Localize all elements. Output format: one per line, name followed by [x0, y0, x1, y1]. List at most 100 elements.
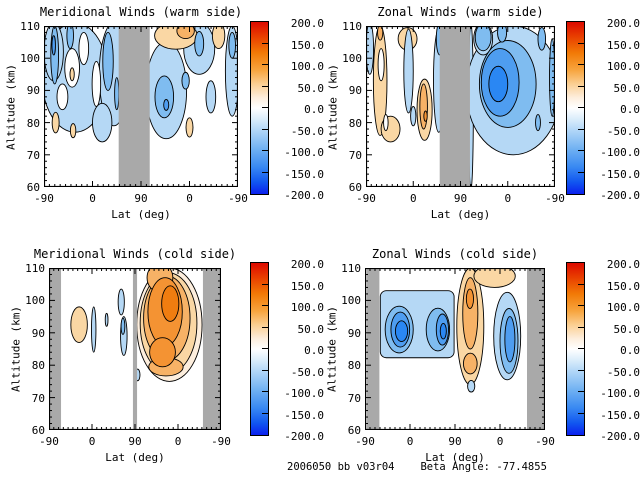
- contour-region: [50, 26, 59, 85]
- contour-region: [104, 312, 109, 327]
- colorbar-tick: [578, 283, 584, 285]
- x-tick-label: 0: [88, 435, 96, 448]
- y-tick-label: 110: [341, 262, 361, 275]
- panel-title-meridional-warm: Meridional Winds (warm side): [39, 5, 243, 19]
- footer-annotation: 2006050 bb v03r04 Beta Angle: -77.4855: [287, 461, 547, 473]
- x-tick-label: 90: [448, 435, 462, 448]
- colorbar-tick: [578, 85, 584, 87]
- colorbar-tick: [578, 64, 584, 65]
- y-tick-label: 110: [25, 262, 45, 275]
- y-tick-label: 100: [25, 294, 45, 308]
- x-axis-label: Lat (deg): [105, 451, 165, 464]
- colorbar-tick: [262, 171, 268, 173]
- contour-region: [394, 320, 409, 342]
- colorbar-label: 50.0: [297, 81, 325, 95]
- y-tick-label: 90: [347, 326, 361, 340]
- colorbar-tick: [262, 391, 268, 392]
- colorbar-tick: [578, 391, 584, 392]
- y-tick-label: 90: [26, 84, 40, 98]
- contour-region: [185, 117, 194, 138]
- contour-region: [439, 322, 447, 340]
- x-tick-label: 0: [496, 435, 504, 448]
- contour-region: [366, 26, 375, 75]
- contour-region: [56, 83, 69, 111]
- contour-region: [91, 306, 97, 353]
- colorbar-label: -150.0: [600, 408, 640, 422]
- y-tick-label: 70: [348, 148, 362, 162]
- colorbar-label: -50.0: [290, 124, 324, 138]
- y-axis-label: Altitude (km): [9, 305, 23, 393]
- colorbar-label: -100.0: [284, 387, 324, 400]
- colorbar-tick: [262, 150, 268, 151]
- colorbar-label: 0.0: [304, 103, 324, 116]
- y-tick-label: 60: [347, 424, 361, 437]
- y-tick-label: 100: [341, 294, 361, 308]
- x-axis-label: Lat (deg): [425, 451, 485, 464]
- contour-plot-meridional-warm: [44, 26, 238, 187]
- x-tick-label: -90: [545, 192, 565, 205]
- colorbar-label: 200.0: [290, 17, 324, 30]
- x-tick-label: -90: [355, 435, 375, 448]
- contour-plot-zonal-warm: [366, 26, 555, 187]
- colorbar-tick: [262, 107, 268, 108]
- footer-dataset-id: 2006050 bb v03r04: [287, 461, 395, 473]
- colorbar-label: 100.0: [606, 301, 640, 314]
- contour-region: [211, 26, 226, 49]
- colorbar-label: -200.0: [600, 189, 640, 202]
- contour-region: [423, 110, 428, 122]
- colorbar-label: -200.0: [284, 189, 324, 202]
- contour-region: [163, 98, 170, 111]
- colorbar-meridional-cold: [250, 262, 269, 436]
- contour-region: [117, 288, 125, 316]
- colorbar-label: -100.0: [600, 387, 640, 400]
- colorbar-label: 200.0: [606, 17, 640, 30]
- colorbar-tick: [578, 369, 584, 371]
- no-data-band: [202, 268, 221, 430]
- y-tick-label: 60: [26, 181, 40, 194]
- y-tick-label: 90: [31, 326, 45, 340]
- contour-region: [535, 114, 541, 132]
- colorbar-label: -50.0: [606, 365, 640, 379]
- panel-title-meridional-cold: Meridional Winds (cold side): [33, 247, 237, 261]
- y-tick-label: 70: [31, 391, 45, 405]
- colorbar-tick: [262, 128, 268, 130]
- colorbar-label: 150.0: [606, 38, 640, 52]
- colorbar-label: -200.0: [600, 430, 640, 443]
- x-tick-label: -90: [535, 435, 555, 448]
- x-tick-label: 0: [409, 192, 417, 205]
- contour-region: [114, 77, 120, 111]
- colorbar-tick: [262, 305, 268, 306]
- contour-region: [149, 337, 176, 368]
- colorbar-label: -150.0: [284, 408, 324, 422]
- colorbar-label: 100.0: [290, 301, 324, 314]
- contour-region: [462, 277, 479, 350]
- colorbar-label: -150.0: [284, 167, 324, 181]
- contour-region: [69, 67, 75, 82]
- contour-region: [488, 65, 509, 103]
- contour-region: [51, 111, 60, 134]
- y-tick-label: 100: [20, 52, 40, 66]
- contour-region: [465, 288, 474, 309]
- colorbar-tick: [262, 412, 268, 414]
- no-data-band: [118, 26, 150, 187]
- colorbar-tick: [578, 150, 584, 151]
- colorbar-tick: [262, 326, 268, 328]
- no-data-band: [527, 268, 545, 430]
- no-data-band: [439, 26, 470, 187]
- panel-title-zonal-warm: Zonal Winds (warm side): [377, 5, 544, 19]
- colorbar-tick: [262, 85, 268, 87]
- y-tick-label: 70: [26, 148, 40, 162]
- contour-region: [474, 26, 492, 52]
- colorbar-tick: [578, 128, 584, 130]
- contour-region: [463, 352, 478, 375]
- contour-region: [66, 26, 74, 49]
- colorbar-label: 100.0: [290, 60, 324, 73]
- contour-region: [228, 31, 236, 59]
- colorbar-label: 0.0: [620, 344, 640, 357]
- y-tick-label: 80: [31, 359, 45, 373]
- colorbar-label: 0.0: [304, 344, 324, 357]
- contour-region: [91, 60, 102, 107]
- colorbar-label: 50.0: [613, 322, 640, 336]
- y-tick-label: 110: [20, 20, 40, 33]
